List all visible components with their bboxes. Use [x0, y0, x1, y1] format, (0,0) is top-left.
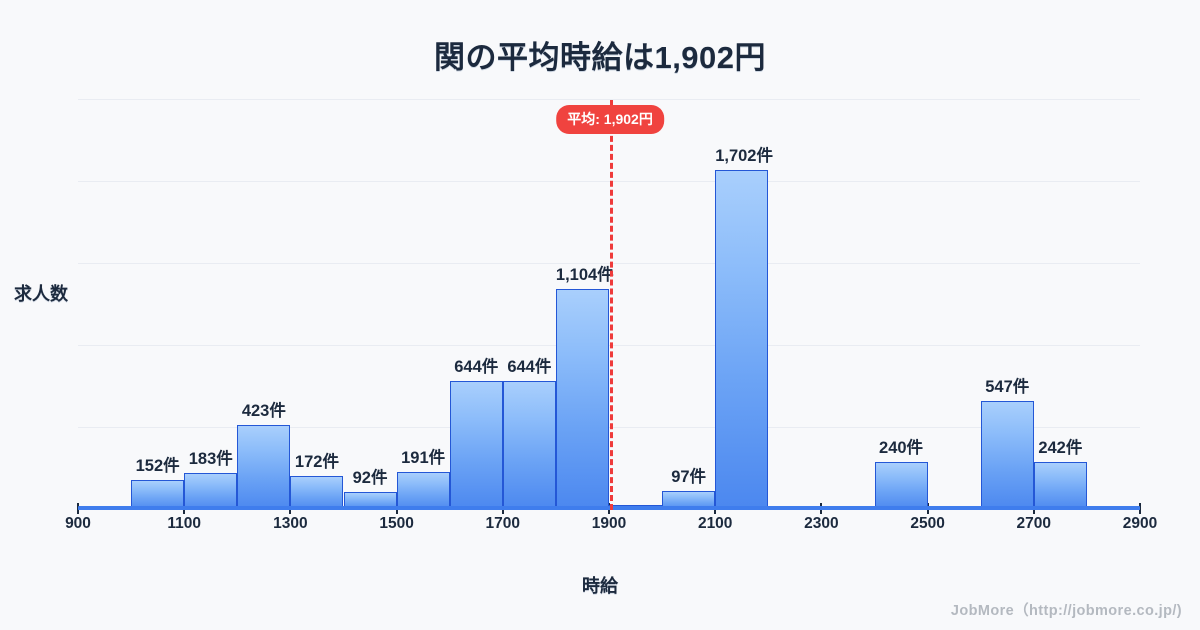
bar-value-label: 1,702件: [715, 146, 773, 165]
x-axis-ticks: 900 1100 1300 1500 1700 1900 2100 2300 2500 2700 2…: [65, 503, 1157, 541]
bar-value-label: 423件: [241, 402, 286, 421]
x-tick-label: 2700: [1016, 515, 1052, 532]
bar-value-label: 1,104件: [555, 266, 614, 285]
bar[interactable]: [131, 479, 185, 510]
gridline: [78, 345, 1140, 346]
bar-value-label: 240件: [879, 439, 924, 457]
page-title: 関の平均時給は1,902円: [433, 40, 767, 75]
bar-value-label: 92件: [352, 468, 388, 487]
x-tick-label: 2500: [910, 515, 945, 532]
x-tick-label: 2300: [804, 515, 839, 532]
bar[interactable]: [237, 425, 291, 510]
plot-area: 152件 183件 423件 172件 92件 191件 644件 644件 1,104件 97件…: [78, 99, 1140, 510]
bar[interactable]: [980, 400, 1034, 510]
average-badge: 平均: 1,902円: [556, 105, 664, 134]
x-tick-label: 1700: [485, 515, 521, 532]
x-tick-label: 2900: [1122, 515, 1158, 532]
bar-value-label: 547件: [985, 377, 1030, 396]
bar[interactable]: [555, 289, 609, 510]
bar-value-label: 183件: [188, 450, 233, 469]
x-axis-baseline: [78, 506, 1140, 510]
bar[interactable]: [502, 381, 556, 510]
average-line: [610, 100, 614, 510]
bar[interactable]: [1033, 461, 1087, 510]
x-tick-label: 1500: [379, 515, 414, 532]
gridline: [78, 427, 1140, 428]
bar[interactable]: [662, 490, 716, 510]
x-axis-title: 時給: [582, 576, 618, 596]
bar-value-label: 242件: [1038, 438, 1083, 457]
bar-value-label: 644件: [454, 358, 499, 377]
bar[interactable]: [343, 491, 397, 510]
bar-value-label: 172件: [294, 452, 339, 471]
bar-value-label: 644件: [507, 358, 552, 377]
bar[interactable]: [715, 169, 769, 510]
bar[interactable]: [184, 473, 238, 510]
bar[interactable]: [396, 471, 450, 510]
x-tick-label: 1100: [167, 515, 202, 532]
x-tick-label: 1900: [591, 515, 627, 532]
y-axis-title: 求人数: [14, 284, 68, 304]
bar-value-label: 152件: [135, 456, 180, 475]
bar-value-label: 191件: [401, 448, 446, 467]
x-tick-mark: [1139, 503, 1141, 514]
gridline: [78, 99, 1140, 100]
bar[interactable]: [290, 475, 344, 510]
x-tick-label: 1300: [273, 515, 308, 532]
gridline: [78, 181, 1140, 182]
x-tick-label: 2100: [697, 515, 733, 532]
x-tick-label: 900: [65, 515, 91, 532]
gridline: [78, 263, 1140, 264]
bar[interactable]: [874, 462, 928, 510]
bar-value-label: 97件: [671, 467, 707, 486]
footer-attribution: JobMore（http://jobmore.co.jp/): [950, 603, 1182, 619]
bar[interactable]: [449, 381, 503, 510]
